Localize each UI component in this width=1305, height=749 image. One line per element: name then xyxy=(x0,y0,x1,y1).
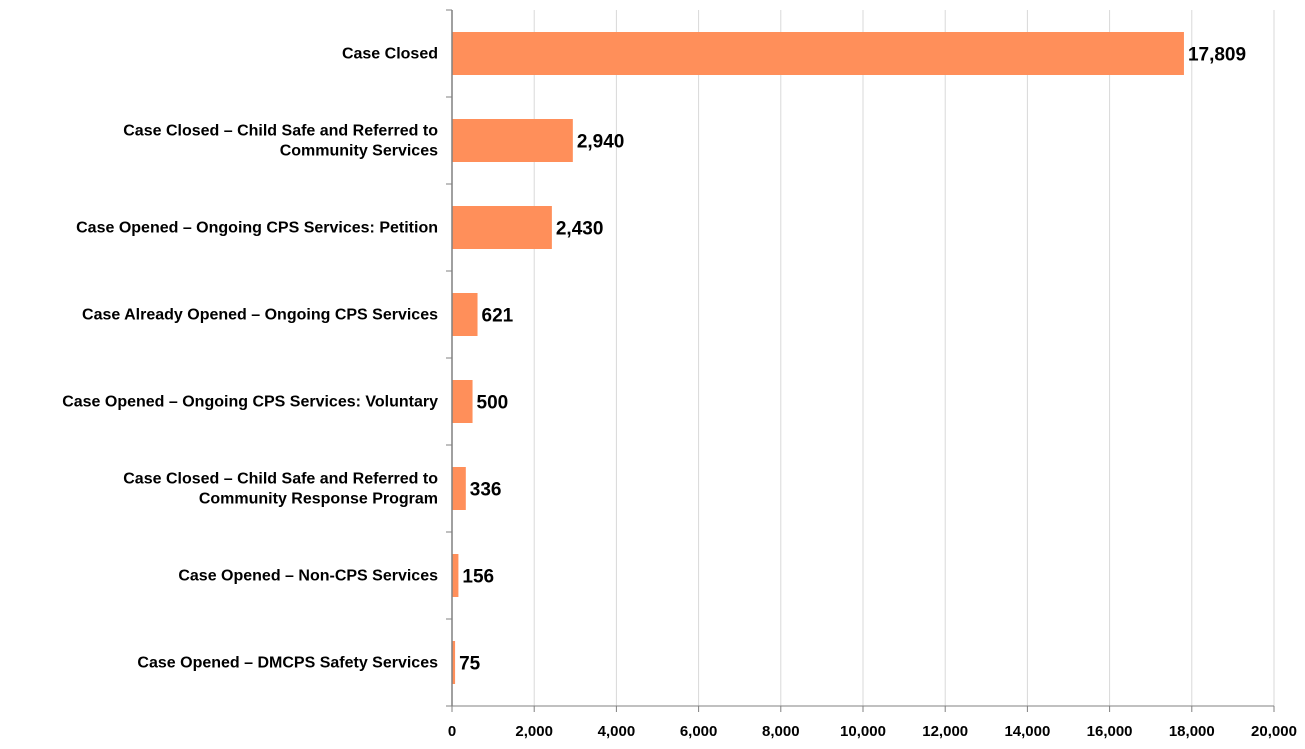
x-tick-label: 10,000 xyxy=(840,723,886,740)
category-label-line: Case Closed – Child Safe and Referred to xyxy=(123,123,438,140)
data-label: 500 xyxy=(477,393,509,414)
data-label: 75 xyxy=(459,654,481,675)
category-label-line: Community Response Program xyxy=(199,491,438,508)
bar xyxy=(452,32,1184,75)
bar xyxy=(452,467,466,510)
data-label: 156 xyxy=(462,567,494,588)
category-label-line: Case Closed xyxy=(342,46,438,63)
x-tick-label: 2,000 xyxy=(515,723,553,740)
bar xyxy=(452,554,459,597)
data-label: 2,430 xyxy=(556,219,604,240)
data-label: 621 xyxy=(482,306,514,327)
x-tick-label: 14,000 xyxy=(1004,723,1050,740)
category-label: Case Closed xyxy=(342,46,438,63)
data-label: 336 xyxy=(470,480,502,501)
bar xyxy=(452,641,456,684)
category-label-line: Case Opened – DMCPS Safety Services xyxy=(137,655,438,672)
bar xyxy=(452,119,573,162)
category-label-line: Case Closed – Child Safe and Referred to xyxy=(123,471,438,488)
bar xyxy=(452,206,552,249)
bar-layer xyxy=(452,32,1184,684)
x-tick-label: 16,000 xyxy=(1087,723,1133,740)
category-label: Case Opened – Ongoing CPS Services: Volu… xyxy=(62,394,438,411)
x-tick-label: 4,000 xyxy=(598,723,636,740)
grid-layer xyxy=(533,10,1275,706)
bar xyxy=(452,380,473,423)
label-layer: 0 2,000 4,000 6,000 8,000 10,000 12,000 14,000 1… xyxy=(62,45,1297,741)
bar xyxy=(452,293,478,336)
category-label: Case Closed – Child Safe and Referred to… xyxy=(123,471,438,508)
x-tick-label: 12,000 xyxy=(922,723,968,740)
data-label: 2,940 xyxy=(577,132,625,153)
x-tick-label: 20,000 xyxy=(1251,723,1297,740)
category-label: Case Opened – Non-CPS Services xyxy=(178,568,438,585)
x-tick-label: 8,000 xyxy=(762,723,800,740)
category-label: Case Opened – DMCPS Safety Services xyxy=(137,655,438,672)
category-label: Case Opened – Ongoing CPS Services: Peti… xyxy=(76,220,438,237)
category-label: Case Closed – Child Safe and Referred to… xyxy=(123,123,438,160)
axis-layer xyxy=(446,9,1275,712)
data-label: 17,809 xyxy=(1188,45,1246,66)
x-tick-label: 18,000 xyxy=(1169,723,1215,740)
x-tick-label: 6,000 xyxy=(680,723,718,740)
x-tick-label: 0 xyxy=(448,723,456,740)
category-label-line: Case Opened – Ongoing CPS Services: Peti… xyxy=(76,220,438,237)
category-label-line: Case Opened – Non-CPS Services xyxy=(178,568,438,585)
category-label-line: Case Already Opened – Ongoing CPS Servic… xyxy=(82,307,438,324)
category-label-line: Community Services xyxy=(280,143,438,160)
category-label: Case Already Opened – Ongoing CPS Servic… xyxy=(82,307,438,324)
category-label-line: Case Opened – Ongoing CPS Services: Volu… xyxy=(62,394,438,411)
